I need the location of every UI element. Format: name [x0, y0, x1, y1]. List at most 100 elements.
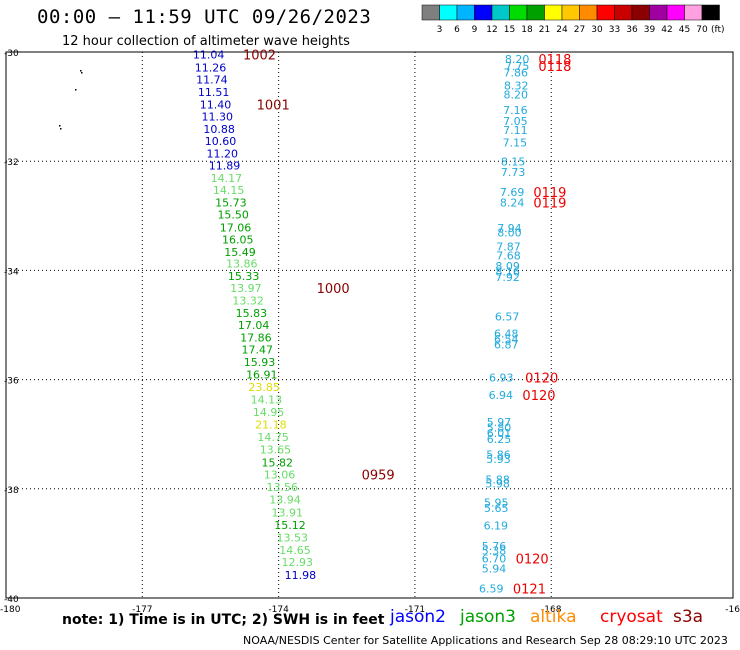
wave-height-value: 7.15 [503, 137, 528, 150]
lon-tick-label: -168 [541, 605, 562, 615]
pass-time-label: 0119 [533, 197, 566, 212]
wave-height-value: 5.95 [484, 496, 509, 509]
colorbar-swatch [421, 4, 440, 21]
wave-height-value: 6.54 [494, 333, 519, 346]
page-title: 00:00 — 11:59 UTC 09/26/2023 [37, 6, 372, 28]
pass-time-label: 0120 [522, 389, 555, 404]
lon-tick-label: -180 [0, 605, 21, 615]
lon-tick-label: -16 [725, 605, 740, 615]
wave-height-value: 13.06 [264, 469, 296, 482]
wave-height-value: 15.82 [262, 457, 294, 470]
satellite-cryosat-label: cryosat [600, 607, 663, 627]
wave-height-value: 5.98 [485, 477, 510, 490]
colorbar-swatch [631, 4, 650, 21]
page-subtitle: 12 hour collection of altimeter wave hei… [62, 34, 350, 49]
wave-height-value: 17.47 [242, 344, 274, 357]
colorbar-swatch [439, 4, 458, 21]
wave-height-value: 7.68 [496, 250, 521, 263]
lat-tick-label: -30 [4, 49, 19, 59]
units-note: note: 1) Time is in UTC; 2) SWH is in fe… [62, 612, 385, 628]
colorbar-swatch [509, 4, 528, 21]
wave-height-value: 6.59 [479, 583, 504, 596]
wave-height-value: 7.87 [496, 240, 521, 253]
wave-height-value: 11.04 [193, 49, 225, 62]
colorbar-swatch [649, 4, 668, 21]
colorbar-swatch [456, 4, 475, 21]
wave-height-value: 17.86 [240, 332, 272, 345]
wave-height-value: 13.53 [277, 531, 309, 544]
island-dot [60, 128, 62, 130]
pass-time-label: 0121 [513, 583, 546, 598]
wave-height-value: 15.49 [224, 246, 256, 259]
wave-height-value: 7.86 [504, 67, 529, 80]
colorbar-unit: (ft) [711, 25, 725, 35]
colorbar-swatch [526, 4, 545, 21]
lat-tick-label: -32 [4, 158, 19, 168]
pass-time-label: 1002 [243, 49, 276, 64]
wave-height-value: 5.86 [486, 448, 511, 461]
colorbar-label: 30 [591, 25, 603, 35]
footer-timestamp: Sep 28 08:29:10 UTC 2023 [580, 634, 728, 647]
wave-height-value: 7.73 [501, 166, 526, 179]
colorbar-swatch [666, 4, 685, 21]
colorbar-label: 18 [521, 25, 533, 35]
wave-height-value: 7.75 [505, 60, 530, 73]
pass-time-label: 0120 [525, 371, 558, 386]
colorbar-label: 45 [679, 25, 690, 35]
wave-height-value: 11.89 [209, 160, 241, 173]
colorbar-swatch [544, 4, 563, 21]
colorbar-swatch [474, 4, 493, 21]
colorbar-label: 6 [454, 25, 460, 35]
colorbar-swatch [701, 4, 720, 21]
satellite-jason3-label: jason3 [460, 607, 516, 627]
wave-height-value: 10.60 [205, 135, 237, 148]
wave-height-value: 14.65 [279, 544, 311, 557]
pass-time-label: 0120 [516, 553, 549, 568]
wave-height-value: 15.83 [236, 307, 268, 320]
wave-height-value: 5.38 [482, 544, 507, 557]
lat-tick-label: -38 [4, 486, 19, 496]
wave-height-value: 8.20 [505, 53, 530, 66]
colorbar-label: 9 [472, 25, 478, 35]
island-dot [81, 72, 83, 74]
wave-height-value: 5.88 [485, 474, 510, 487]
wave-height-value: 13.94 [269, 494, 301, 507]
wave-height-value: 6.25 [487, 433, 512, 446]
wave-height-value: 8.09 [495, 260, 520, 273]
wave-height-value: 11.51 [198, 86, 230, 99]
map-frame [5, 51, 734, 599]
colorbar-label: 70 [696, 25, 708, 35]
lat-tick-label: -40 [4, 595, 19, 605]
pass-time-label: 1000 [317, 282, 350, 297]
pass-time-label: 0959 [362, 469, 395, 484]
wave-height-value: 5.80 [487, 422, 512, 435]
wave-height-value: 8.16 [495, 265, 520, 278]
wave-height-value: 5.65 [484, 502, 509, 515]
wave-height-value: 11.40 [200, 98, 232, 111]
wave-height-value: 6.87 [494, 339, 519, 352]
satellite-jason2-label: jason2 [390, 607, 446, 627]
wave-height-value: 13.65 [260, 443, 292, 456]
wave-height-value: 12.93 [282, 556, 314, 569]
lon-tick-label: -171 [405, 605, 425, 615]
wave-height-value: 6.48 [494, 328, 519, 341]
wave-height-value: 7.69 [500, 186, 525, 199]
island-dot [59, 125, 61, 127]
wave-height-value: 7.11 [503, 124, 528, 137]
wave-height-value: 14.17 [211, 172, 243, 185]
wave-height-value: 15.93 [244, 356, 276, 369]
lon-tick-label: -177 [132, 605, 152, 615]
wave-height-value: 13.32 [232, 294, 264, 307]
colorbar-swatch [614, 4, 633, 21]
pass-time-label: 0118 [538, 53, 571, 68]
satellite-altika-label: altika [530, 607, 577, 627]
wave-height-value: 16.91 [246, 369, 278, 382]
island-dot [75, 89, 77, 91]
lon-tick-label: -174 [268, 605, 289, 615]
wave-height-value: 14.95 [253, 406, 285, 419]
pass-time-label: 0119 [533, 186, 566, 201]
wave-height-value: 7.94 [497, 222, 522, 235]
wave-height-value: 8.15 [501, 156, 526, 169]
wave-height-value: 15.73 [215, 197, 247, 210]
